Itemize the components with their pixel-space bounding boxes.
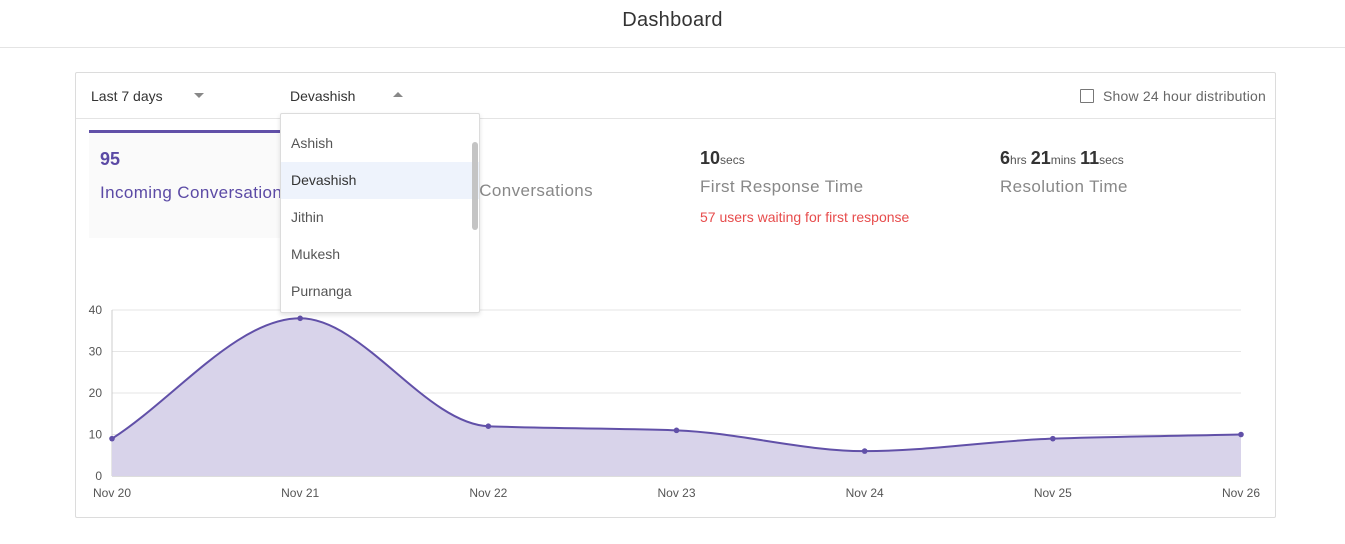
date-range-select[interactable]: Last 7 days <box>91 73 211 118</box>
data-point[interactable] <box>109 435 115 442</box>
metric-incoming-label: Incoming Conversations <box>100 183 292 202</box>
x-tick-label: Nov 25 <box>1034 486 1072 500</box>
first-response-unit: secs <box>720 153 745 167</box>
data-point[interactable] <box>1050 435 1056 442</box>
metric-resolution[interactable]: 6hrs 21mins 11secs Resolution Time <box>1000 148 1128 197</box>
data-point[interactable] <box>1238 431 1244 438</box>
date-range-label: Last 7 days <box>91 87 163 104</box>
data-point[interactable] <box>485 423 492 430</box>
y-tick-label: 20 <box>89 386 103 400</box>
dropdown-option[interactable]: Ashish <box>291 135 334 151</box>
metric-first-response-label: First Response Time <box>700 177 864 196</box>
resolution-minutes-unit: mins <box>1050 153 1077 167</box>
dropdown-option[interactable]: Purnanga <box>291 283 352 299</box>
distribution-label: Show 24 hour distribution <box>1103 87 1266 104</box>
resolution-minutes: 21 <box>1030 148 1051 168</box>
dropdown-scrollbar[interactable] <box>472 142 478 230</box>
distribution-toggle[interactable]: Show 24 hour distribution <box>1080 73 1266 118</box>
y-tick-label: 10 <box>89 428 103 442</box>
page-title: Dashboard <box>622 9 723 31</box>
x-tick-label: Nov 21 <box>281 486 319 500</box>
data-point[interactable] <box>673 427 680 434</box>
filter-bar: Last 7 days Devashish Show 24 hour distr… <box>76 73 1275 119</box>
y-tick-label: 40 <box>89 303 103 317</box>
resolution-hours: 6 <box>1000 148 1011 168</box>
metric-first-response[interactable]: 10secs First Response Time 57 users wait… <box>700 148 909 225</box>
distribution-checkbox[interactable] <box>1080 88 1094 103</box>
x-tick-label: Nov 20 <box>93 486 131 500</box>
dropdown-option[interactable]: Jithin <box>291 209 324 225</box>
top-bar: Dashboard <box>0 0 1345 48</box>
x-tick-label: Nov 26 <box>1222 486 1260 500</box>
y-tick-label: 30 <box>89 345 103 359</box>
resolution-seconds: 11 <box>1080 148 1100 168</box>
data-point[interactable] <box>297 315 303 322</box>
y-tick-label: 0 <box>95 469 102 483</box>
x-tick-label: Nov 22 <box>469 486 507 500</box>
first-response-number: 10 <box>700 148 721 168</box>
x-tick-label: Nov 23 <box>657 486 695 500</box>
resolution-hours-unit: hrs <box>1010 153 1027 167</box>
metric-incoming-value: 95 <box>100 149 121 169</box>
metric-first-response-value: 10secs <box>700 148 909 169</box>
chevron-up-icon <box>393 92 403 97</box>
waiting-users-warning: 57 users waiting for first response <box>700 209 910 225</box>
metric-resolution-label: Resolution Time <box>1000 177 1128 196</box>
agent-select[interactable]: Devashish <box>290 73 410 118</box>
resolution-seconds-unit: secs <box>1099 153 1124 167</box>
series-area <box>112 318 1241 476</box>
agent-select-label: Devashish <box>290 87 356 104</box>
chevron-down-icon <box>194 93 204 98</box>
dropdown-option[interactable]: Devashish <box>281 162 479 199</box>
agent-dropdown-menu[interactable]: Ashish Devashish Jithin Mukesh Purnanga <box>280 113 480 313</box>
data-point[interactable] <box>861 448 868 454</box>
dropdown-option[interactable]: Mukesh <box>291 246 341 262</box>
metric-resolution-value: 6hrs 21mins 11secs <box>1000 148 1128 169</box>
x-tick-label: Nov 24 <box>846 486 884 500</box>
